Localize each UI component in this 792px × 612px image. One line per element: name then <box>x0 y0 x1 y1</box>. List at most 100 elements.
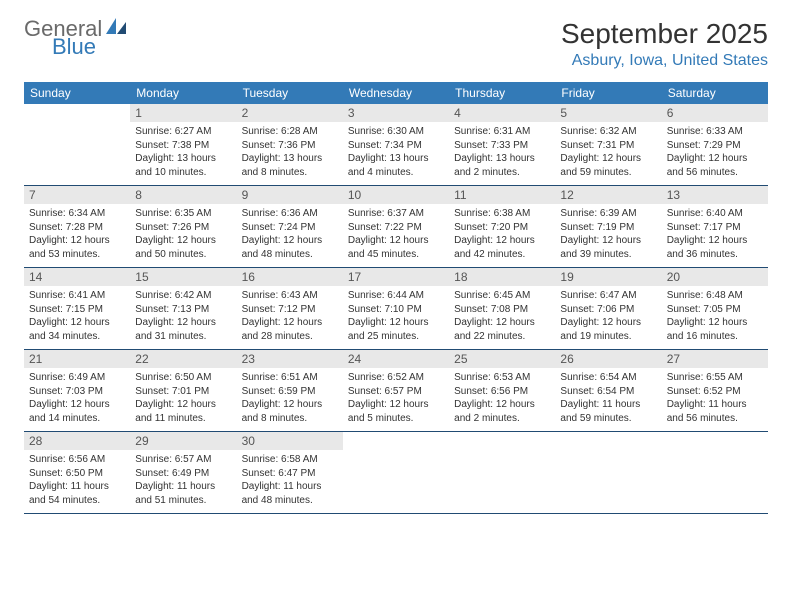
day-info: Sunrise: 6:45 AMSunset: 7:08 PMDaylight:… <box>454 289 550 343</box>
sunrise-text: Sunrise: 6:44 AM <box>348 289 444 303</box>
sunrise-text: Sunrise: 6:39 AM <box>560 207 656 221</box>
day-cell <box>555 432 661 513</box>
sunrise-text: Sunrise: 6:49 AM <box>29 371 125 385</box>
sunset-text: Sunset: 7:01 PM <box>135 385 231 399</box>
day-info: Sunrise: 6:57 AMSunset: 6:49 PMDaylight:… <box>135 453 231 507</box>
day-number: 12 <box>555 186 661 204</box>
day-number: 1 <box>130 104 236 122</box>
day-info: Sunrise: 6:53 AMSunset: 6:56 PMDaylight:… <box>454 371 550 425</box>
day-number: 21 <box>24 350 130 368</box>
day-number: 25 <box>449 350 555 368</box>
day-cell <box>449 432 555 513</box>
sunrise-text: Sunrise: 6:42 AM <box>135 289 231 303</box>
weekday-header: Saturday <box>662 82 768 104</box>
sunset-text: Sunset: 7:13 PM <box>135 303 231 317</box>
sunrise-text: Sunrise: 6:57 AM <box>135 453 231 467</box>
sunset-text: Sunset: 7:12 PM <box>242 303 338 317</box>
day-info: Sunrise: 6:31 AMSunset: 7:33 PMDaylight:… <box>454 125 550 179</box>
daylight-text: Daylight: 12 hours and 34 minutes. <box>29 316 125 343</box>
sunset-text: Sunset: 6:59 PM <box>242 385 338 399</box>
sunrise-text: Sunrise: 6:51 AM <box>242 371 338 385</box>
weekday-header: Sunday <box>24 82 130 104</box>
day-number: 9 <box>237 186 343 204</box>
weekday-header: Tuesday <box>237 82 343 104</box>
sunset-text: Sunset: 6:50 PM <box>29 467 125 481</box>
day-cell: 30Sunrise: 6:58 AMSunset: 6:47 PMDayligh… <box>237 432 343 513</box>
day-cell: 12Sunrise: 6:39 AMSunset: 7:19 PMDayligh… <box>555 186 661 267</box>
daylight-text: Daylight: 12 hours and 8 minutes. <box>242 398 338 425</box>
day-cell: 19Sunrise: 6:47 AMSunset: 7:06 PMDayligh… <box>555 268 661 349</box>
day-cell: 7Sunrise: 6:34 AMSunset: 7:28 PMDaylight… <box>24 186 130 267</box>
week-row: 1Sunrise: 6:27 AMSunset: 7:38 PMDaylight… <box>24 104 768 186</box>
day-number: 3 <box>343 104 449 122</box>
day-cell: 24Sunrise: 6:52 AMSunset: 6:57 PMDayligh… <box>343 350 449 431</box>
day-cell: 6Sunrise: 6:33 AMSunset: 7:29 PMDaylight… <box>662 104 768 185</box>
sunset-text: Sunset: 7:20 PM <box>454 221 550 235</box>
daylight-text: Daylight: 11 hours and 54 minutes. <box>29 480 125 507</box>
day-number: 5 <box>555 104 661 122</box>
day-number: 20 <box>662 268 768 286</box>
sunrise-text: Sunrise: 6:53 AM <box>454 371 550 385</box>
daylight-text: Daylight: 13 hours and 10 minutes. <box>135 152 231 179</box>
sunset-text: Sunset: 7:19 PM <box>560 221 656 235</box>
logo-sail-icon <box>106 18 128 40</box>
sunset-text: Sunset: 7:26 PM <box>135 221 231 235</box>
day-info: Sunrise: 6:50 AMSunset: 7:01 PMDaylight:… <box>135 371 231 425</box>
day-info: Sunrise: 6:37 AMSunset: 7:22 PMDaylight:… <box>348 207 444 261</box>
day-info: Sunrise: 6:35 AMSunset: 7:26 PMDaylight:… <box>135 207 231 261</box>
daylight-text: Daylight: 12 hours and 56 minutes. <box>667 152 763 179</box>
day-number: 16 <box>237 268 343 286</box>
sunset-text: Sunset: 6:57 PM <box>348 385 444 399</box>
sunset-text: Sunset: 7:33 PM <box>454 139 550 153</box>
calendar: Sunday Monday Tuesday Wednesday Thursday… <box>24 82 768 514</box>
day-info: Sunrise: 6:49 AMSunset: 7:03 PMDaylight:… <box>29 371 125 425</box>
day-number: 7 <box>24 186 130 204</box>
sunrise-text: Sunrise: 6:27 AM <box>135 125 231 139</box>
day-cell: 9 Sunrise: 6:36 AMSunset: 7:24 PMDaylight… <box>237 186 343 267</box>
daylight-text: Daylight: 11 hours and 56 minutes. <box>667 398 763 425</box>
daylight-text: Daylight: 12 hours and 45 minutes. <box>348 234 444 261</box>
sunrise-text: Sunrise: 6:40 AM <box>667 207 763 221</box>
day-info: Sunrise: 6:40 AMSunset: 7:17 PMDaylight:… <box>667 207 763 261</box>
daylight-text: Daylight: 11 hours and 59 minutes. <box>560 398 656 425</box>
day-info: Sunrise: 6:47 AMSunset: 7:06 PMDaylight:… <box>560 289 656 343</box>
day-info: Sunrise: 6:54 AMSunset: 6:54 PMDaylight:… <box>560 371 656 425</box>
day-cell: 10 Sunrise: 6:37 AMSunset: 7:22 PMDayligh… <box>343 186 449 267</box>
day-number: 28 <box>24 432 130 450</box>
day-number: 2 <box>237 104 343 122</box>
day-number: 10 <box>343 186 449 204</box>
sunset-text: Sunset: 7:22 PM <box>348 221 444 235</box>
sunrise-text: Sunrise: 6:47 AM <box>560 289 656 303</box>
day-cell: 28Sunrise: 6:56 AMSunset: 6:50 PMDayligh… <box>24 432 130 513</box>
title-block: September 2025 Asbury, Iowa, United Stat… <box>561 18 768 70</box>
sunset-text: Sunset: 7:10 PM <box>348 303 444 317</box>
sunset-text: Sunset: 7:15 PM <box>29 303 125 317</box>
logo: General Blue <box>24 18 128 58</box>
daylight-text: Daylight: 12 hours and 22 minutes. <box>454 316 550 343</box>
day-cell: 4Sunrise: 6:31 AMSunset: 7:33 PMDaylight… <box>449 104 555 185</box>
sunrise-text: Sunrise: 6:41 AM <box>29 289 125 303</box>
daylight-text: Daylight: 13 hours and 4 minutes. <box>348 152 444 179</box>
day-info: Sunrise: 6:44 AMSunset: 7:10 PMDaylight:… <box>348 289 444 343</box>
sunset-text: Sunset: 7:03 PM <box>29 385 125 399</box>
daylight-text: Daylight: 12 hours and 25 minutes. <box>348 316 444 343</box>
sunset-text: Sunset: 7:36 PM <box>242 139 338 153</box>
daylight-text: Daylight: 12 hours and 53 minutes. <box>29 234 125 261</box>
day-info: Sunrise: 6:28 AMSunset: 7:36 PMDaylight:… <box>242 125 338 179</box>
day-cell <box>662 432 768 513</box>
daylight-text: Daylight: 12 hours and 14 minutes. <box>29 398 125 425</box>
day-cell: 29Sunrise: 6:57 AMSunset: 6:49 PMDayligh… <box>130 432 236 513</box>
day-info: Sunrise: 6:55 AMSunset: 6:52 PMDaylight:… <box>667 371 763 425</box>
sunset-text: Sunset: 7:05 PM <box>667 303 763 317</box>
sunrise-text: Sunrise: 6:30 AM <box>348 125 444 139</box>
day-number: 30 <box>237 432 343 450</box>
sunrise-text: Sunrise: 6:37 AM <box>348 207 444 221</box>
daylight-text: Daylight: 11 hours and 51 minutes. <box>135 480 231 507</box>
sunrise-text: Sunrise: 6:33 AM <box>667 125 763 139</box>
daylight-text: Daylight: 13 hours and 2 minutes. <box>454 152 550 179</box>
daylight-text: Daylight: 12 hours and 59 minutes. <box>560 152 656 179</box>
day-info: Sunrise: 6:36 AMSunset: 7:24 PMDaylight:… <box>242 207 338 261</box>
day-cell <box>24 104 130 185</box>
day-number: 17 <box>343 268 449 286</box>
day-number: 24 <box>343 350 449 368</box>
